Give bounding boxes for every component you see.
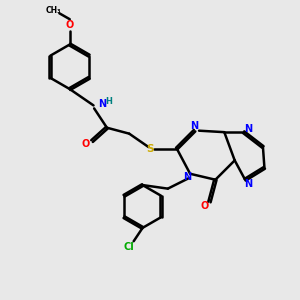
Text: CH₃: CH₃ (46, 6, 61, 15)
Text: N: N (244, 179, 252, 189)
Text: N: N (244, 124, 252, 134)
Text: H: H (105, 97, 112, 106)
Text: O: O (82, 139, 90, 149)
Text: N: N (98, 99, 106, 109)
Text: S: S (146, 143, 154, 154)
Text: N: N (183, 172, 191, 182)
Text: N: N (190, 121, 199, 131)
Text: Cl: Cl (124, 242, 135, 252)
Text: O: O (201, 202, 209, 212)
Text: O: O (66, 20, 74, 30)
